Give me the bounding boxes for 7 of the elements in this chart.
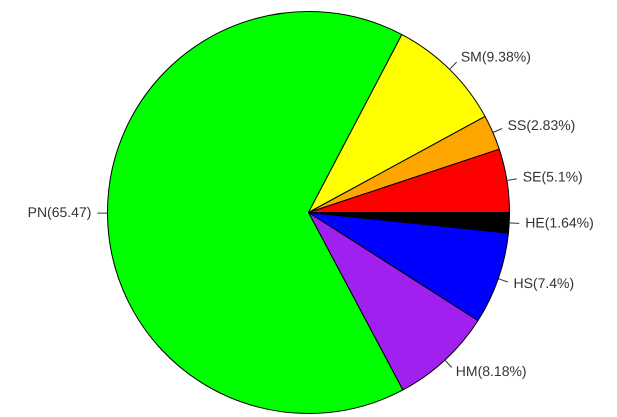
slice-label: PN(65.47) <box>28 204 92 220</box>
slice-label: HS(7.4%) <box>513 274 574 291</box>
slice-label: SM(9.38%) <box>460 48 531 65</box>
slice-label: SS(2.83%) <box>508 116 576 133</box>
slice-label: SE(5.1%) <box>522 168 583 185</box>
slice-label: HM(8.18%) <box>456 362 527 379</box>
slice-label: HE(1.64%) <box>525 214 594 231</box>
